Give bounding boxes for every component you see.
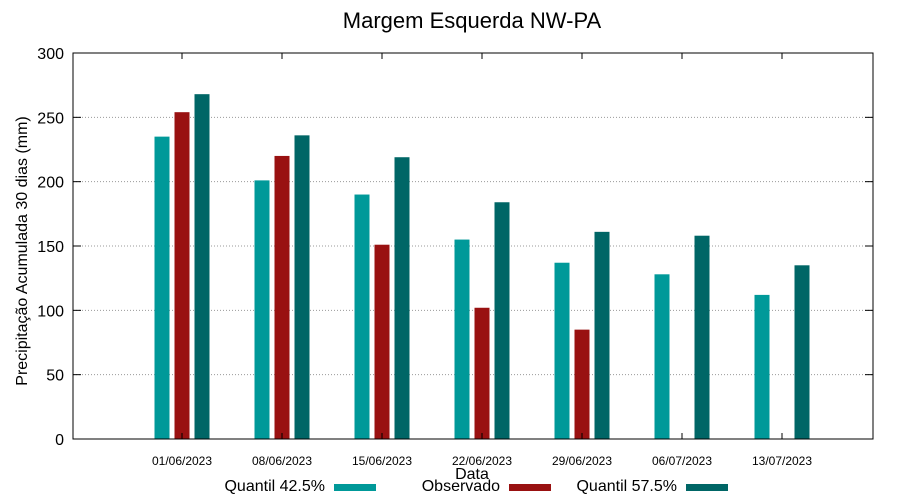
y-axis-label: Precipitação Acumulada 30 dias (mm) [14, 116, 31, 385]
grid-lines [73, 116, 873, 376]
x-tick-label: 08/06/2023 [252, 454, 312, 468]
legend-label: Quantil 57.5% [576, 478, 677, 495]
bar-observado [574, 329, 590, 439]
bar-observado [174, 112, 190, 439]
legend-swatch [686, 484, 728, 491]
x-tick-label: 15/06/2023 [352, 454, 412, 468]
y-axis-ticks: 0 50 100 150 200 250 300 [37, 46, 873, 449]
x-axis-label: Data [455, 466, 489, 483]
legend-swatch [334, 484, 376, 491]
chart-title: Margem Esquerda NW-PA [343, 8, 602, 33]
x-tick-label: 06/07/2023 [652, 454, 712, 468]
bar-observado [474, 307, 490, 439]
bar-quantil-57-5- [294, 135, 310, 439]
y-tick-label: 250 [37, 110, 64, 127]
legend-label: Observado [422, 478, 500, 495]
x-tick-label: 13/07/2023 [752, 454, 812, 468]
bar-quantil-42-5- [454, 239, 470, 439]
x-tick-label: 01/06/2023 [152, 454, 212, 468]
bar-quantil-42-5- [254, 180, 270, 439]
x-tick-label: 22/06/2023 [452, 454, 512, 468]
bar-quantil-42-5- [154, 136, 170, 439]
y-tick-label: 50 [46, 368, 64, 385]
bar-quantil-42-5- [554, 262, 570, 439]
bar-quantil-57-5- [594, 231, 610, 439]
bar-observado [274, 155, 290, 439]
bars [154, 94, 810, 439]
y-tick-label: 300 [37, 46, 64, 63]
bar-quantil-42-5- [654, 274, 670, 439]
bar-quantil-57-5- [394, 157, 410, 439]
y-tick-label: 150 [37, 239, 64, 256]
legend: Quantil 42.5% Observado Quantil 57.5% [224, 478, 728, 495]
x-tick-label: 29/06/2023 [552, 454, 612, 468]
y-tick-label: 100 [37, 303, 64, 320]
legend-label: Quantil 42.5% [224, 478, 325, 495]
bar-quantil-42-5- [754, 294, 770, 439]
x-axis-ticks: 01/06/2023 08/06/2023 15/06/2023 22/06/2023… [152, 53, 812, 468]
bar-quantil-42-5- [354, 194, 370, 439]
bar-quantil-57-5- [694, 235, 710, 439]
bar-quantil-57-5- [794, 265, 810, 439]
bar-observado [374, 244, 390, 439]
legend-swatch [509, 484, 551, 491]
y-tick-label: 0 [55, 432, 64, 449]
bar-quantil-57-5- [494, 202, 510, 439]
y-tick-label: 200 [37, 175, 64, 192]
bar-quantil-57-5- [194, 94, 210, 439]
